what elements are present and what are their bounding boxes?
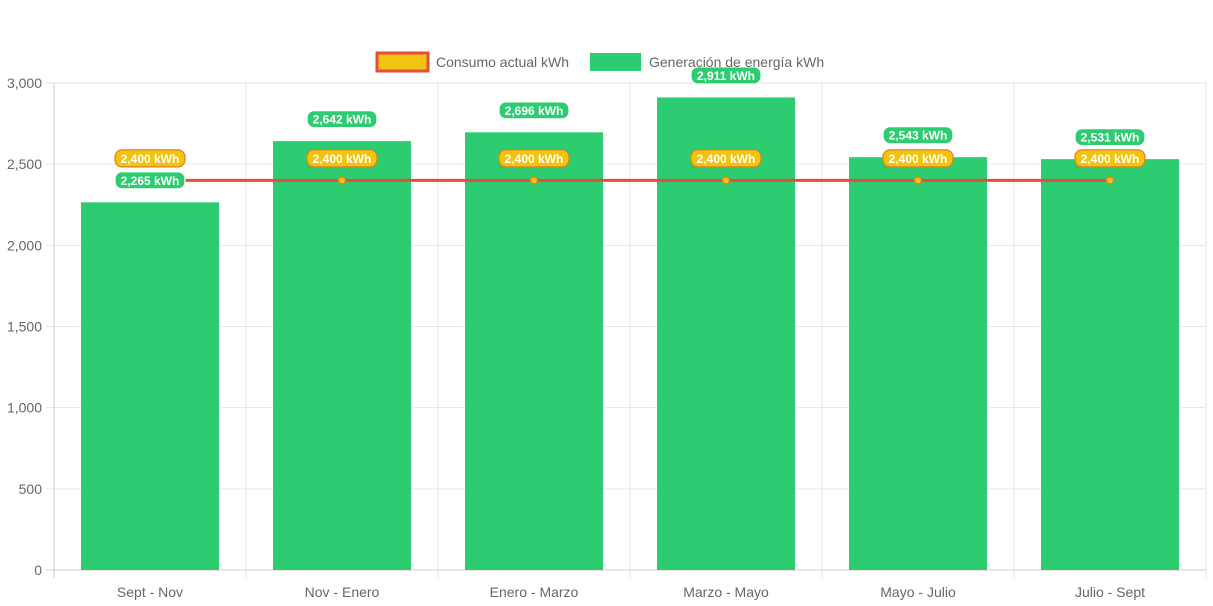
y-tick-label: 2,000: [7, 237, 42, 253]
generation-data-label: 2,911 kWh: [697, 69, 755, 83]
x-tick-label: Enero - Marzo: [490, 584, 579, 600]
generation-data-label: 2,531 kWh: [1081, 131, 1140, 145]
generation-data-label: 2,696 kWh: [505, 104, 564, 118]
y-tick-label: 1,500: [7, 319, 42, 335]
grid-lines: [46, 82, 1207, 578]
y-tick-label: 0: [34, 562, 42, 578]
generation-data-label-bg: [306, 110, 378, 129]
y-tick-label: 2,500: [7, 156, 42, 172]
consumption-data-label-bg: [882, 149, 954, 168]
consumption-data-label: 2,400 kWh: [697, 152, 756, 166]
generation-data-label: 2,543 kWh: [889, 129, 948, 143]
generation-data-label-bg: [882, 126, 954, 145]
x-tick-label: Nov - Enero: [305, 584, 380, 600]
consumption-data-label-bg: [690, 149, 762, 168]
x-tick-label: Mayo - Julio: [880, 584, 956, 600]
data-labels: 2,400 kWh 2,265 kWh 2,400 kWh 2,642 kWh 2,40…: [114, 66, 1146, 190]
y-tick-label: 500: [19, 481, 43, 497]
consumption-data-label: 2,400 kWh: [121, 152, 180, 166]
x-tick-label: Sept - Nov: [117, 584, 183, 600]
consumption-point[interactable]: [721, 176, 731, 185]
bar-generation[interactable]: [273, 141, 411, 570]
consumption-line: [145, 176, 1115, 185]
generation-bars: [81, 97, 1179, 571]
consumption-data-label: 2,400 kWh: [313, 152, 372, 166]
consumption-data-label-bg: [114, 149, 186, 168]
x-tick-label: Marzo - Mayo: [683, 584, 769, 600]
axis-ticks: 0 500 1,000 1,500 2,000 2,500 3,000 Sept - Nov N…: [7, 75, 1145, 600]
generation-data-label-bg: [1074, 128, 1146, 147]
legend-label-consumption[interactable]: Consumo actual kWh: [436, 54, 569, 70]
bar-generation[interactable]: [849, 157, 987, 570]
legend-label-generation[interactable]: Generación de energía kWh: [649, 54, 824, 70]
consumption-data-label-bg: [1074, 149, 1146, 168]
generation-data-label-bg: [114, 171, 186, 190]
bar-generation[interactable]: [1041, 159, 1179, 570]
consumption-data-label: 2,400 kWh: [1081, 152, 1140, 166]
legend-swatch-generation[interactable]: [590, 53, 641, 71]
generation-data-label: 2,265 kWh: [121, 174, 180, 188]
generation-data-label-bg: [498, 101, 570, 120]
consumption-data-label: 2,400 kWh: [889, 152, 948, 166]
consumption-data-label: 2,400 kWh: [505, 152, 564, 166]
generation-data-label-bg: [690, 66, 762, 85]
consumption-point[interactable]: [337, 176, 347, 185]
x-tick-label: Julio - Sept: [1075, 584, 1145, 600]
bar-generation[interactable]: [657, 97, 795, 571]
consumption-data-label-bg: [306, 149, 378, 168]
legend: Consumo actual kWh Generación de energía…: [375, 51, 824, 73]
y-tick-label: 1,000: [7, 400, 42, 416]
consumption-point[interactable]: [913, 176, 923, 185]
consumption-data-label-bg: [498, 149, 570, 168]
legend-swatch-consumption[interactable]: [375, 51, 430, 73]
y-tick-label: 3,000: [7, 75, 42, 91]
consumption-point[interactable]: [1105, 176, 1115, 185]
bar-generation[interactable]: [465, 132, 603, 570]
consumption-point[interactable]: [529, 176, 539, 185]
generation-data-label: 2,642 kWh: [313, 113, 372, 127]
bar-generation[interactable]: [81, 202, 219, 570]
